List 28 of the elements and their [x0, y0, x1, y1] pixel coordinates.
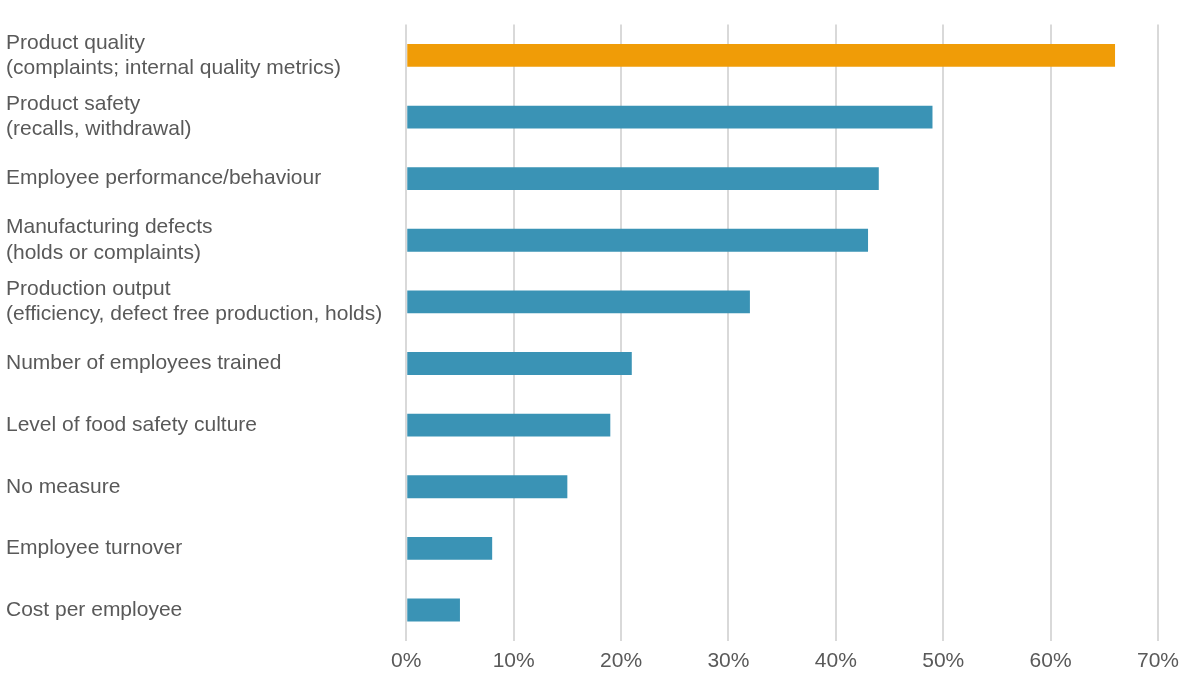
x-tick-label: 30%: [707, 648, 750, 672]
bar: [407, 290, 750, 314]
y-tick-label: Employee turnover: [6, 535, 183, 559]
y-tick-label: Level of food safety culture: [6, 411, 257, 435]
x-tick-label: 70%: [1136, 648, 1180, 672]
bar: [407, 598, 460, 622]
x-tick-label: 20%: [600, 648, 643, 672]
bar: [407, 167, 879, 191]
bar: [407, 228, 869, 252]
bar: [407, 44, 1116, 67]
y-tick-label: No measure: [6, 473, 121, 497]
bar: [407, 352, 632, 375]
y-tick-label: Production output (efficiency, defect free production, holds): [6, 276, 383, 325]
x-tick-label: 50%: [922, 648, 965, 672]
bar: [407, 536, 493, 560]
y-tick-label: Manufacturing defects (holds or complaints): [6, 214, 219, 263]
y-tick-label: Cost per employee: [6, 596, 183, 620]
x-tick-label: 0%: [391, 648, 422, 672]
y-tick-label: Employee performance/behaviour: [6, 165, 322, 189]
bar: [407, 413, 611, 437]
y-tick-label: Product safety (recalls, withdrawal): [6, 91, 192, 140]
x-tick-label: 10%: [492, 648, 535, 672]
y-tick-label: Product quality (complaints; internal quality metrics): [6, 29, 341, 78]
x-tick-label: 60%: [1029, 648, 1072, 672]
y-tick-label: Number of employees trained: [6, 350, 282, 374]
bar: [407, 475, 568, 499]
bar: [407, 105, 933, 129]
x-tick-label: 40%: [814, 648, 857, 672]
